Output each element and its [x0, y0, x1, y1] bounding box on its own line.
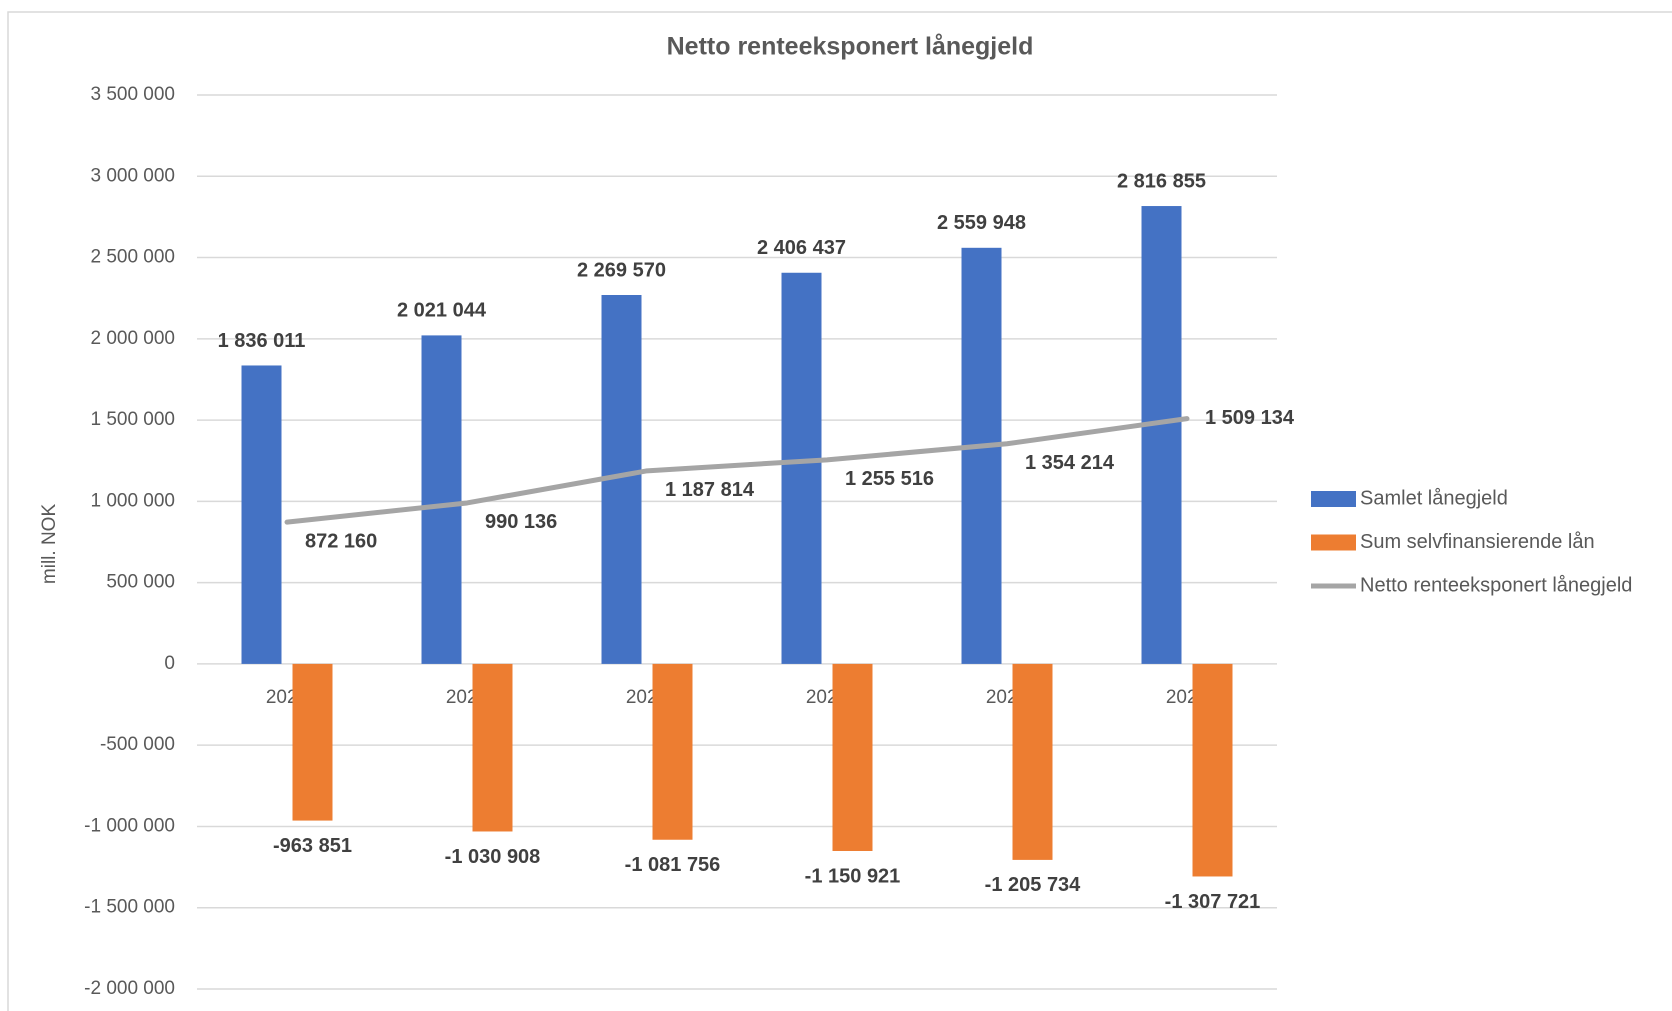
data-label: 2 269 570: [577, 259, 666, 281]
bar: [832, 663, 873, 851]
data-label: 2 816 855: [1117, 170, 1206, 192]
y-tick-label: 1 000 000: [90, 490, 175, 511]
data-label: -1 205 734: [985, 874, 1082, 896]
legend-label: Netto renteeksponert lånegjeld: [1360, 574, 1632, 596]
bar: [1141, 206, 1182, 664]
y-axis-label: mill. NOK: [39, 504, 60, 585]
data-label: -1 307 721: [1165, 891, 1261, 913]
data-label: 872 160: [305, 530, 377, 552]
line: [284, 416, 1190, 525]
chart-frame: [7, 11, 1672, 1011]
y-tick-label: 1 500 000: [90, 409, 175, 430]
data-label: 2 406 437: [757, 237, 846, 259]
legend-label: Samlet lånegjeld: [1360, 487, 1508, 509]
legend-swatch: [1311, 534, 1356, 551]
data-label: 1 187 814: [665, 479, 755, 501]
y-tick-label: 3 000 000: [90, 165, 175, 186]
y-tick-label: -1 000 000: [84, 815, 175, 836]
bar: [472, 663, 513, 832]
data-label: -1 150 921: [805, 865, 901, 887]
bar: [652, 663, 693, 840]
data-label: 1 255 516: [845, 468, 934, 490]
bar: [961, 247, 1002, 664]
y-tick-label: -1 500 000: [84, 897, 175, 918]
data-label: 1 509 134: [1205, 407, 1295, 429]
legend-label: Sum selvfinansierende lån: [1360, 531, 1595, 553]
bar: [1012, 663, 1053, 860]
data-label: 2 021 044: [397, 300, 487, 322]
y-tick-label: -500 000: [100, 734, 175, 755]
bar: [241, 365, 282, 664]
y-tick-label: 2 500 000: [90, 247, 175, 268]
data-label: 2 559 948: [937, 212, 1026, 234]
y-tick-label: 500 000: [106, 572, 175, 593]
bar: [781, 272, 822, 664]
legend-swatch: [1311, 491, 1356, 507]
data-label: -1 081 756: [625, 854, 721, 876]
data-label: 1 836 011: [218, 330, 306, 352]
y-tick-label: 2 000 000: [90, 328, 175, 349]
y-tick-label: 3 500 000: [90, 84, 175, 105]
chart-title: Netto renteeksponert lånegjeld: [667, 33, 1034, 61]
data-label: 1 354 214: [1025, 452, 1115, 474]
bar: [1192, 663, 1233, 877]
y-tick-label: 0: [164, 653, 175, 674]
data-label: 990 136: [485, 511, 557, 533]
bar: [292, 663, 333, 821]
y-tick-label: -2 000 000: [84, 978, 175, 999]
data-label: -963 851: [273, 835, 352, 857]
data-label: -1 030 908: [445, 846, 541, 868]
bar: [421, 335, 462, 664]
